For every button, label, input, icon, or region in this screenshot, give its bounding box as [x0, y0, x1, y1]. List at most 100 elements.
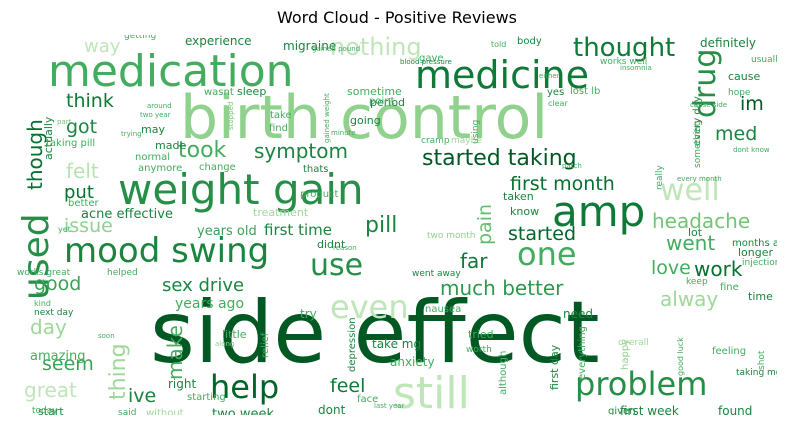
word-given: given [608, 406, 636, 415]
word-period: period [370, 96, 405, 109]
word-used: used [17, 213, 57, 300]
word-need: need [563, 307, 593, 321]
word-sex-drive: sex drive [162, 275, 244, 296]
word-found: found [718, 404, 752, 415]
word-made: made [155, 139, 186, 152]
word-started: started [508, 223, 576, 245]
word-something: something [693, 120, 703, 168]
word-lost-lb: lost lb [570, 86, 600, 97]
chart-title: Word Cloud - Positive Reviews [276, 8, 518, 27]
word-nausea: nausea [425, 304, 461, 315]
word-gained-pound: gained pound [312, 45, 360, 53]
word-didnt: didnt [317, 238, 346, 251]
word-good-luck: good luck [676, 337, 685, 376]
word-fine: fine [720, 282, 739, 293]
word-issue: issue [64, 215, 113, 237]
word-went-away: went away [412, 269, 461, 279]
word-first-time: first time [264, 221, 332, 239]
word-depression: depression [347, 317, 358, 372]
word-gained-weight: gained weight [323, 93, 331, 143]
word-went: went [666, 231, 715, 255]
word-worth: worth [466, 345, 492, 355]
word-problem: problem [575, 365, 707, 403]
word-thought: thought [573, 35, 675, 63]
word-make: make [163, 325, 187, 380]
word-im: im [740, 93, 764, 115]
word-experience: experience [185, 35, 252, 48]
word-medicine: medicine [415, 53, 589, 97]
word-thing: thing [106, 343, 131, 400]
word-usually: usually [751, 55, 777, 65]
word-though: though [23, 119, 47, 190]
word-find: find [269, 123, 288, 134]
word-soon: soon [98, 332, 115, 340]
word-along: along [215, 340, 234, 348]
word-everything: everything [577, 326, 588, 380]
word-trying: trying [121, 130, 142, 138]
word-part: part [57, 118, 72, 126]
word-last-year: last year [374, 402, 405, 410]
word-shot: shot [757, 350, 767, 370]
word-cause-side: cause side [690, 101, 727, 109]
word-minute: minute [331, 129, 356, 137]
word-cause: cause [728, 70, 760, 83]
word-birth-control: birth control [180, 83, 548, 153]
word-reason: reason [333, 244, 357, 252]
word-today: today [32, 406, 58, 415]
word-point: point [369, 96, 395, 107]
word-ive: ive [128, 385, 156, 407]
word-using: using [471, 120, 481, 144]
word-well: well [660, 173, 720, 208]
word-amp: amp [552, 187, 645, 236]
word-little: little [222, 328, 247, 341]
word-actually: actually [42, 116, 55, 160]
word-far: far [460, 249, 488, 273]
word-clear: clear [548, 99, 568, 108]
word-tried: tried [468, 328, 494, 341]
word-keep: keep [686, 277, 708, 287]
word-felt: felt [66, 159, 99, 183]
word-put: put [64, 182, 94, 203]
word-yes: yes [547, 87, 564, 98]
word-works-great: works great [17, 268, 71, 278]
word-gave: gave [419, 53, 444, 64]
word-drug: drug [688, 49, 723, 118]
word-months-ago: months ago [732, 238, 777, 249]
word-anxiety: anxiety [390, 355, 435, 369]
word-years-old: years old [197, 224, 257, 239]
word-around: around [147, 102, 172, 110]
word-injection: injection [742, 258, 777, 268]
word-think: think [66, 90, 114, 112]
word-better: better [68, 198, 99, 209]
word-product: product [300, 189, 339, 200]
word-cramp: cramp [421, 136, 450, 146]
word-may: may [141, 123, 165, 136]
word-know: know [510, 205, 539, 218]
word-side-effect: side effect [150, 283, 600, 383]
word-dont-know: dont know [733, 146, 770, 154]
word-alway: alway [660, 287, 718, 311]
word-taken: taken [503, 190, 534, 203]
word-love: love [651, 257, 691, 279]
word-stopped: stopped [227, 102, 235, 130]
word-thats: thats [303, 164, 329, 175]
word-weight-gain: weight gain [118, 165, 364, 214]
word-hope: hope [728, 88, 751, 98]
word-overall: overall [618, 338, 649, 348]
word-first-week: first week [620, 404, 679, 415]
word-treatment: treatment [253, 206, 309, 219]
word-starting: starting [187, 392, 226, 403]
word-going: going [350, 114, 381, 127]
word-feeling: feeling [712, 346, 746, 357]
word-one: one [517, 235, 577, 273]
word-taking-pill: taking pill [46, 138, 95, 149]
word-every-month: every month [677, 175, 722, 183]
word-try: try [300, 307, 317, 321]
word-although: although [498, 351, 509, 395]
word-med: med [715, 123, 757, 145]
word-take: take [270, 110, 292, 121]
word-two-month: two month [427, 231, 475, 241]
word-good: good [34, 273, 81, 295]
word-use: use [310, 248, 363, 283]
